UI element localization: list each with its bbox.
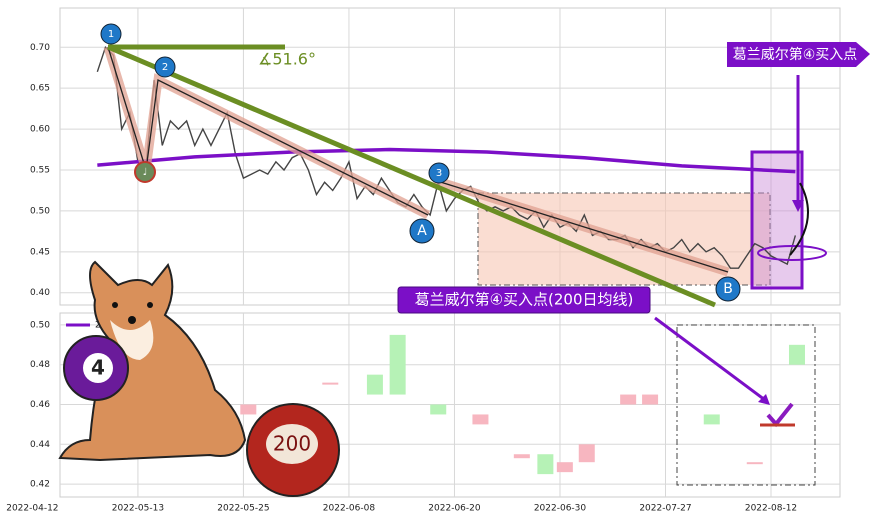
circle-mark xyxy=(757,245,827,261)
candle xyxy=(240,404,257,415)
series-line xyxy=(96,45,797,269)
ball-face xyxy=(266,424,318,464)
marker-label: 2 xyxy=(162,62,168,73)
marker-label: A xyxy=(417,223,427,239)
dog-eye xyxy=(112,302,118,308)
markers: 1 2 3 A B ♩ xyxy=(100,23,741,302)
marker xyxy=(134,161,156,183)
arrow xyxy=(789,182,809,256)
arrow-head xyxy=(758,394,770,405)
callout-text: 葛兰威尔第④买入点 xyxy=(733,46,858,63)
candle xyxy=(513,454,530,459)
candle xyxy=(703,414,720,425)
candle xyxy=(472,414,489,425)
x-tick-label: 2022-05-25 xyxy=(217,504,269,514)
angle-line xyxy=(107,44,716,308)
y-tick-label: 0.45 xyxy=(30,247,50,257)
candle xyxy=(537,454,554,475)
y-tick-label: 0.40 xyxy=(30,288,50,298)
x-tick-label: 2022-04-12 xyxy=(6,504,58,514)
arrow-head xyxy=(792,200,804,212)
dog-illustration: 4 200 xyxy=(58,260,340,497)
x-tick-label: 2022-07-27 xyxy=(639,504,691,514)
y-tick-label: 0.65 xyxy=(30,84,50,94)
candle xyxy=(430,404,447,415)
marker-label: 3 xyxy=(436,168,442,179)
y-tick-label: 0.48 xyxy=(30,360,50,370)
dog-face xyxy=(110,320,154,360)
dog-eye xyxy=(147,302,153,308)
y-tick-label: 0.44 xyxy=(30,440,50,450)
marker xyxy=(154,56,176,78)
x-tick-label: 2022-05-13 xyxy=(112,504,164,514)
callout-text: 葛兰威尔第④买入点(200日均线) xyxy=(415,291,634,309)
candle xyxy=(746,462,763,465)
y-tick-label: 0.50 xyxy=(30,206,50,216)
ball-label: 200 xyxy=(273,432,311,456)
dog-nose xyxy=(128,316,136,324)
marker-label: ♩ xyxy=(143,167,148,178)
marker xyxy=(715,276,741,302)
y-tick-label: 0.55 xyxy=(30,166,50,176)
series-line xyxy=(97,147,796,174)
marker xyxy=(100,23,122,45)
trend-line xyxy=(433,179,729,273)
marks-layer xyxy=(96,45,805,475)
y-tick-label: 0.50 xyxy=(30,320,50,330)
callout xyxy=(727,42,870,67)
x-tick-label: 2022-06-20 xyxy=(428,504,481,514)
y-tick-label: 0.46 xyxy=(30,400,50,410)
y-tick-label: 0.70 xyxy=(30,43,50,53)
trend-line xyxy=(107,46,429,216)
x-tick-label: 2022-08-12 xyxy=(745,504,797,514)
x-tick-label: 2022-06-30 xyxy=(534,504,587,514)
buy-box xyxy=(750,150,804,290)
candle xyxy=(788,344,805,365)
candle xyxy=(389,334,406,395)
marker xyxy=(409,218,435,244)
x-tick-label: 2022-06-08 xyxy=(323,504,376,514)
y-tick-label: 0.42 xyxy=(30,480,50,490)
arrow xyxy=(654,316,766,402)
ball-face xyxy=(83,353,113,383)
candle xyxy=(366,374,383,395)
candle xyxy=(578,444,595,463)
candle xyxy=(556,462,573,473)
marker-label: 1 xyxy=(108,29,114,40)
marker xyxy=(428,162,450,184)
candle xyxy=(322,382,339,385)
candle xyxy=(642,394,659,405)
marker-label: B xyxy=(723,281,733,297)
bottom-box xyxy=(676,324,816,486)
candle xyxy=(620,394,637,405)
y-tick-label: 0.60 xyxy=(30,125,50,135)
ball-label: 4 xyxy=(91,356,105,380)
callout xyxy=(397,286,651,314)
angle-label: ∡51.6° xyxy=(258,50,316,69)
grid-layer: 2022-04-12 2022-05-13 2022-05-25 2022-06-08… xyxy=(6,8,840,514)
